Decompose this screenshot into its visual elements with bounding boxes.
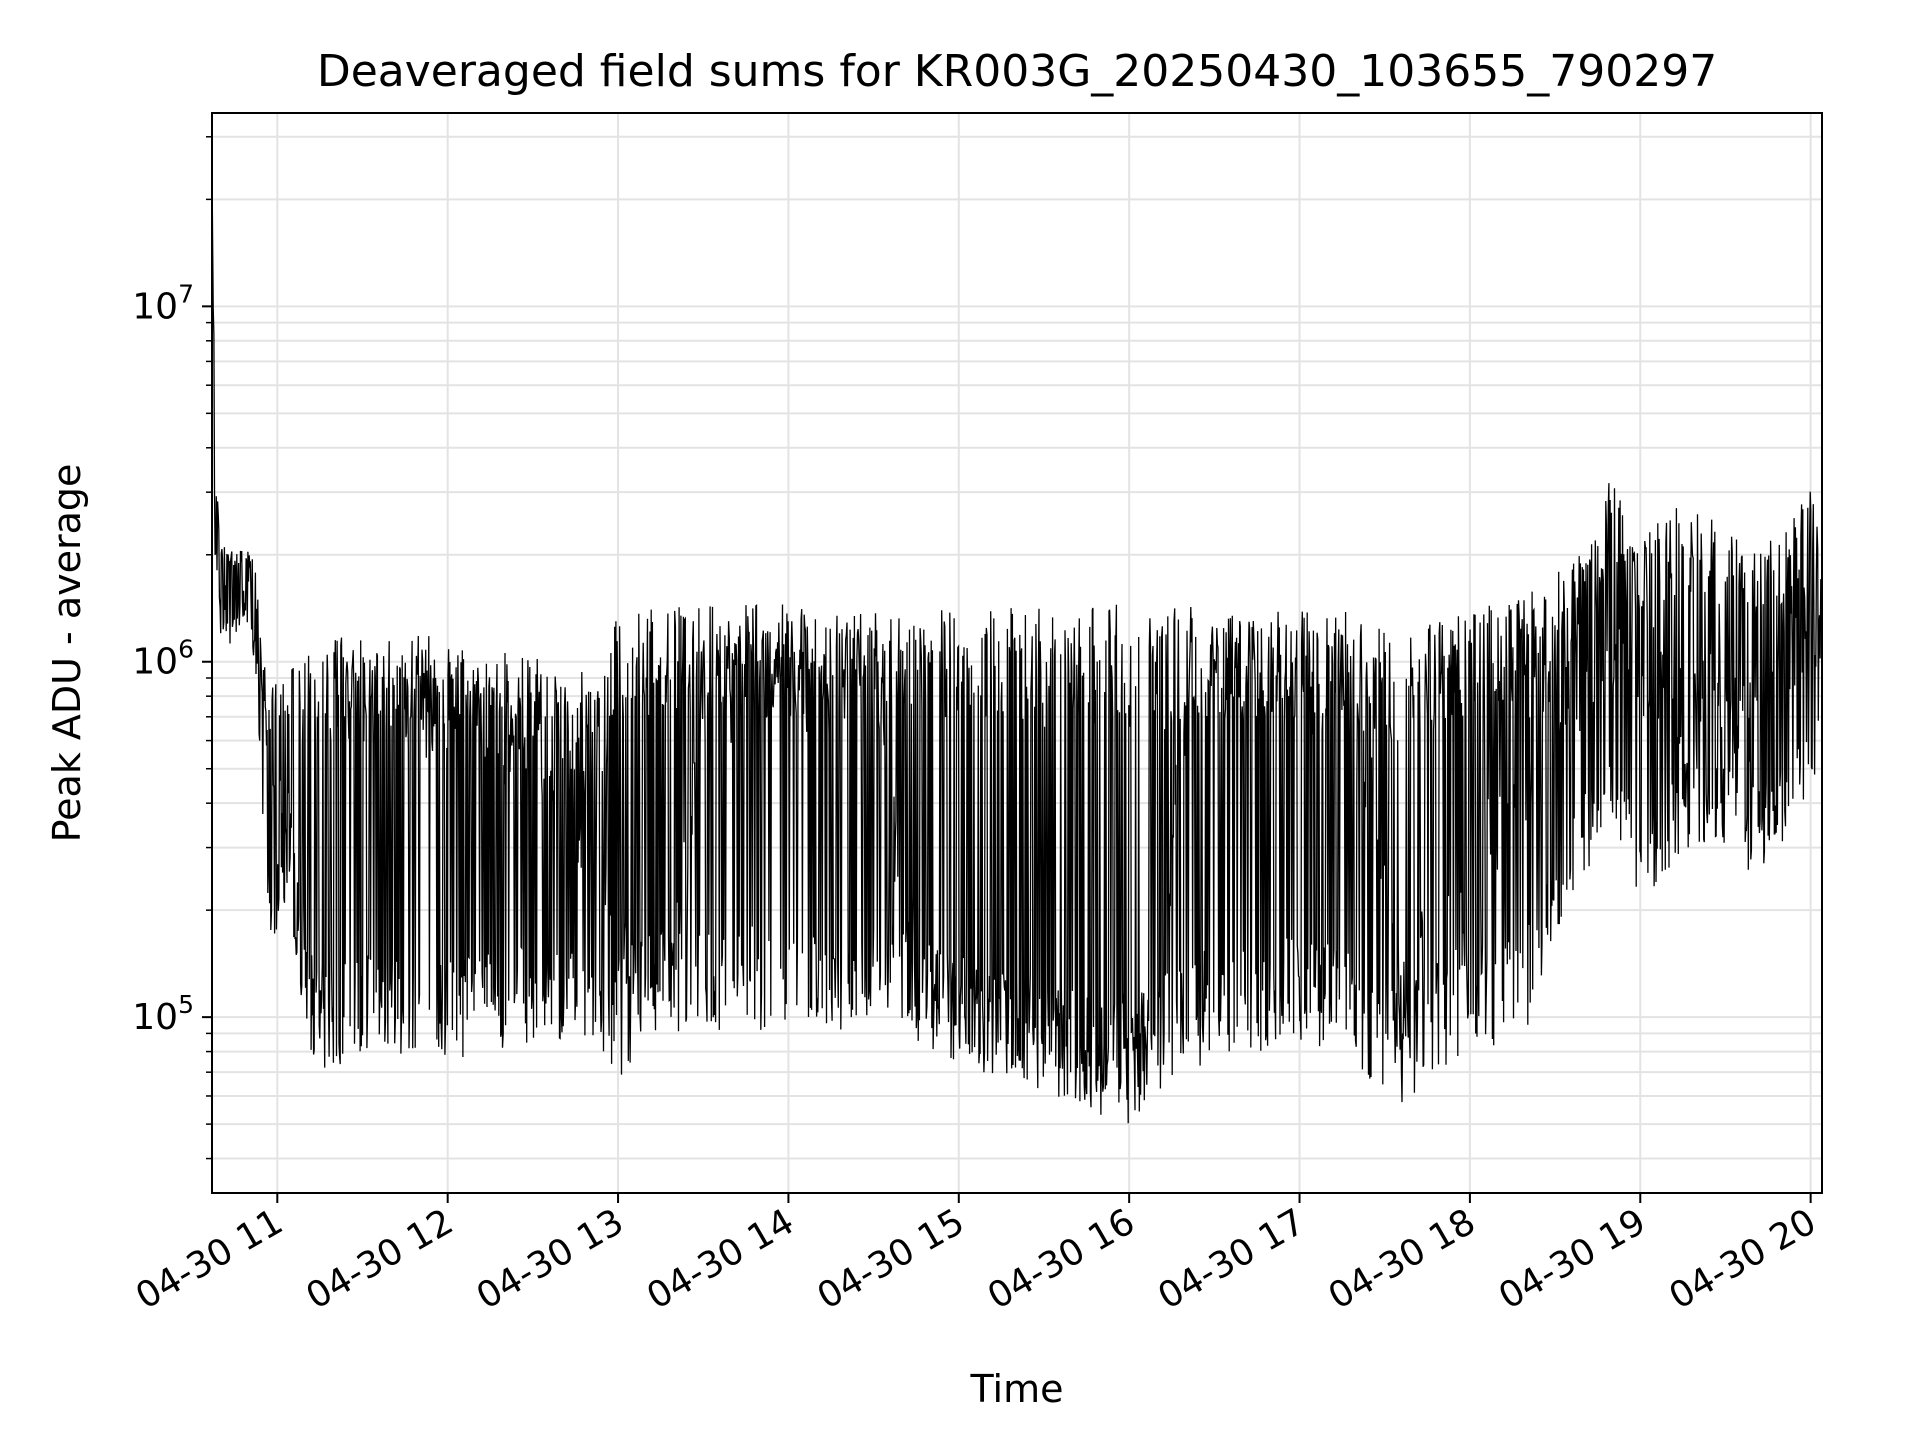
y-tick-label: 106 — [132, 635, 194, 683]
x-tick-label: 04-30 19 — [1492, 1201, 1653, 1317]
y-tick-label: 105 — [132, 990, 194, 1038]
x-tick-label: 04-30 11 — [129, 1201, 290, 1317]
series-line — [211, 164, 1823, 1124]
x-tick-label: 04-30 20 — [1662, 1201, 1823, 1317]
x-tick-label: 04-30 18 — [1322, 1201, 1483, 1317]
x-tick-label: 04-30 15 — [811, 1201, 972, 1317]
x-axis-label: Time — [970, 1367, 1064, 1411]
x-tick-label: 04-30 16 — [981, 1201, 1142, 1317]
x-tick-label: 04-30 13 — [470, 1201, 631, 1317]
plot-frame — [211, 112, 1823, 1194]
x-tick-label: 04-30 12 — [300, 1201, 461, 1317]
chart-title: Deaveraged field sums for KR003G_2025043… — [317, 46, 1717, 97]
x-tick-label: 04-30 17 — [1151, 1201, 1312, 1317]
y-tick-label: 107 — [132, 279, 194, 327]
y-axis-label: Peak ADU - average — [45, 464, 89, 843]
data-series — [211, 164, 1823, 1124]
x-tick-label: 04-30 14 — [640, 1201, 801, 1317]
